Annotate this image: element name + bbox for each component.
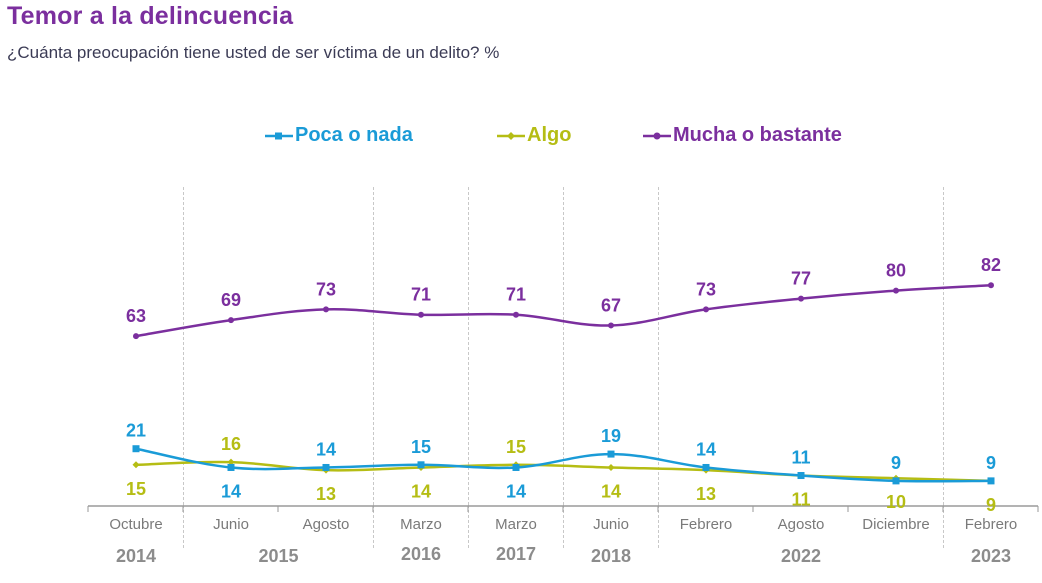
data-label-poca: 9	[891, 453, 901, 473]
data-label-algo: 9	[986, 495, 996, 515]
legend-label: Algo	[527, 124, 572, 146]
data-label-algo: 13	[316, 484, 336, 504]
data-label-algo: 14	[601, 481, 621, 501]
data-label-poca: 14	[316, 439, 336, 459]
x-tick-label: Marzo	[495, 516, 537, 533]
data-point-poca	[417, 461, 425, 469]
data-label-algo: 13	[696, 484, 716, 504]
data-label-poca: 9	[986, 453, 996, 473]
chart-subtitle: ¿Cuánta preocupación tiene usted de ser …	[7, 43, 500, 62]
data-label-mucha: 71	[411, 285, 431, 305]
year-label: 2014	[116, 546, 156, 566]
data-point-poca	[892, 477, 900, 485]
series-line-algo	[135, 460, 992, 483]
year-label: 2016	[401, 544, 441, 564]
legend-label: Poca o nada	[295, 124, 413, 146]
data-label-mucha: 77	[791, 269, 811, 289]
data-point-mucha	[988, 282, 994, 289]
data-point-mucha	[418, 311, 424, 318]
data-point-poca	[322, 463, 330, 471]
data-point-mucha	[513, 311, 519, 318]
data-label-algo: 10	[886, 492, 906, 512]
legend-item-poca: Poca o nada	[265, 124, 413, 147]
data-point-mucha	[798, 295, 804, 302]
year-label: 2018	[591, 546, 631, 566]
year-label: 2022	[781, 546, 821, 566]
data-point-mucha	[228, 317, 234, 324]
x-tick-label: Junio	[213, 516, 249, 533]
chart-title: Temor a la delincuencia	[7, 2, 294, 30]
data-label-poca: 14	[221, 481, 241, 501]
legend: Poca o nada Algo Mucha o bastante	[0, 124, 1042, 150]
year-label: 2015	[258, 546, 298, 566]
data-label-algo: 15	[126, 479, 146, 499]
x-tick-label: Diciembre	[862, 516, 930, 533]
data-label-algo: 15	[506, 437, 526, 457]
year-label: 2017	[496, 544, 536, 564]
data-label-mucha: 80	[886, 261, 906, 281]
data-label-mucha: 69	[221, 290, 241, 310]
data-label-mucha: 82	[981, 255, 1001, 275]
x-tick-label: Octubre	[109, 516, 162, 533]
data-label-algo: 11	[791, 490, 810, 510]
data-label-mucha: 63	[126, 306, 146, 326]
series-line-poca	[135, 447, 992, 483]
data-label-mucha: 73	[696, 279, 716, 299]
legend-line-diamond-icon	[497, 131, 525, 140]
x-tick-label: Agosto	[778, 516, 825, 533]
data-label-poca: 15	[411, 437, 431, 457]
data-label-poca: 14	[506, 481, 526, 501]
legend-line-circle-icon	[643, 132, 671, 139]
year-label: 2023	[971, 546, 1011, 566]
x-tick-label: Febrero	[680, 516, 733, 533]
data-point-poca	[797, 472, 805, 480]
data-point-poca	[227, 463, 235, 471]
data-point-mucha	[703, 306, 709, 313]
data-label-poca: 19	[601, 426, 621, 446]
series-line-mucha	[135, 283, 992, 338]
x-tick-label: Marzo	[400, 516, 442, 533]
data-label-poca: 11	[791, 448, 810, 468]
legend-item-mucha: Mucha o bastante	[643, 124, 842, 147]
data-label-mucha: 67	[601, 295, 621, 315]
data-point-mucha	[323, 306, 329, 313]
data-point-poca	[702, 463, 710, 471]
legend-line-square-icon	[265, 132, 293, 139]
data-point-algo	[132, 461, 140, 469]
data-point-algo	[607, 463, 615, 471]
legend-item-algo: Algo	[497, 124, 571, 147]
data-label-poca: 14	[696, 439, 716, 459]
x-tick-label: Junio	[593, 516, 629, 533]
data-point-poca	[512, 463, 520, 471]
data-point-poca	[132, 445, 140, 453]
data-point-mucha	[893, 287, 899, 294]
data-point-poca	[607, 450, 615, 458]
data-label-algo: 14	[411, 481, 431, 501]
data-point-mucha	[133, 333, 139, 340]
x-tick-label: Febrero	[965, 516, 1018, 533]
data-label-algo: 16	[221, 434, 241, 454]
legend-label: Mucha o bastante	[673, 124, 842, 146]
data-point-poca	[987, 477, 995, 485]
data-point-algo	[227, 458, 235, 466]
data-point-mucha	[608, 322, 614, 329]
x-tick-label: Agosto	[303, 516, 350, 533]
data-label-mucha: 73	[316, 279, 336, 299]
data-label-poca: 21	[126, 421, 146, 441]
data-label-mucha: 71	[506, 285, 526, 305]
